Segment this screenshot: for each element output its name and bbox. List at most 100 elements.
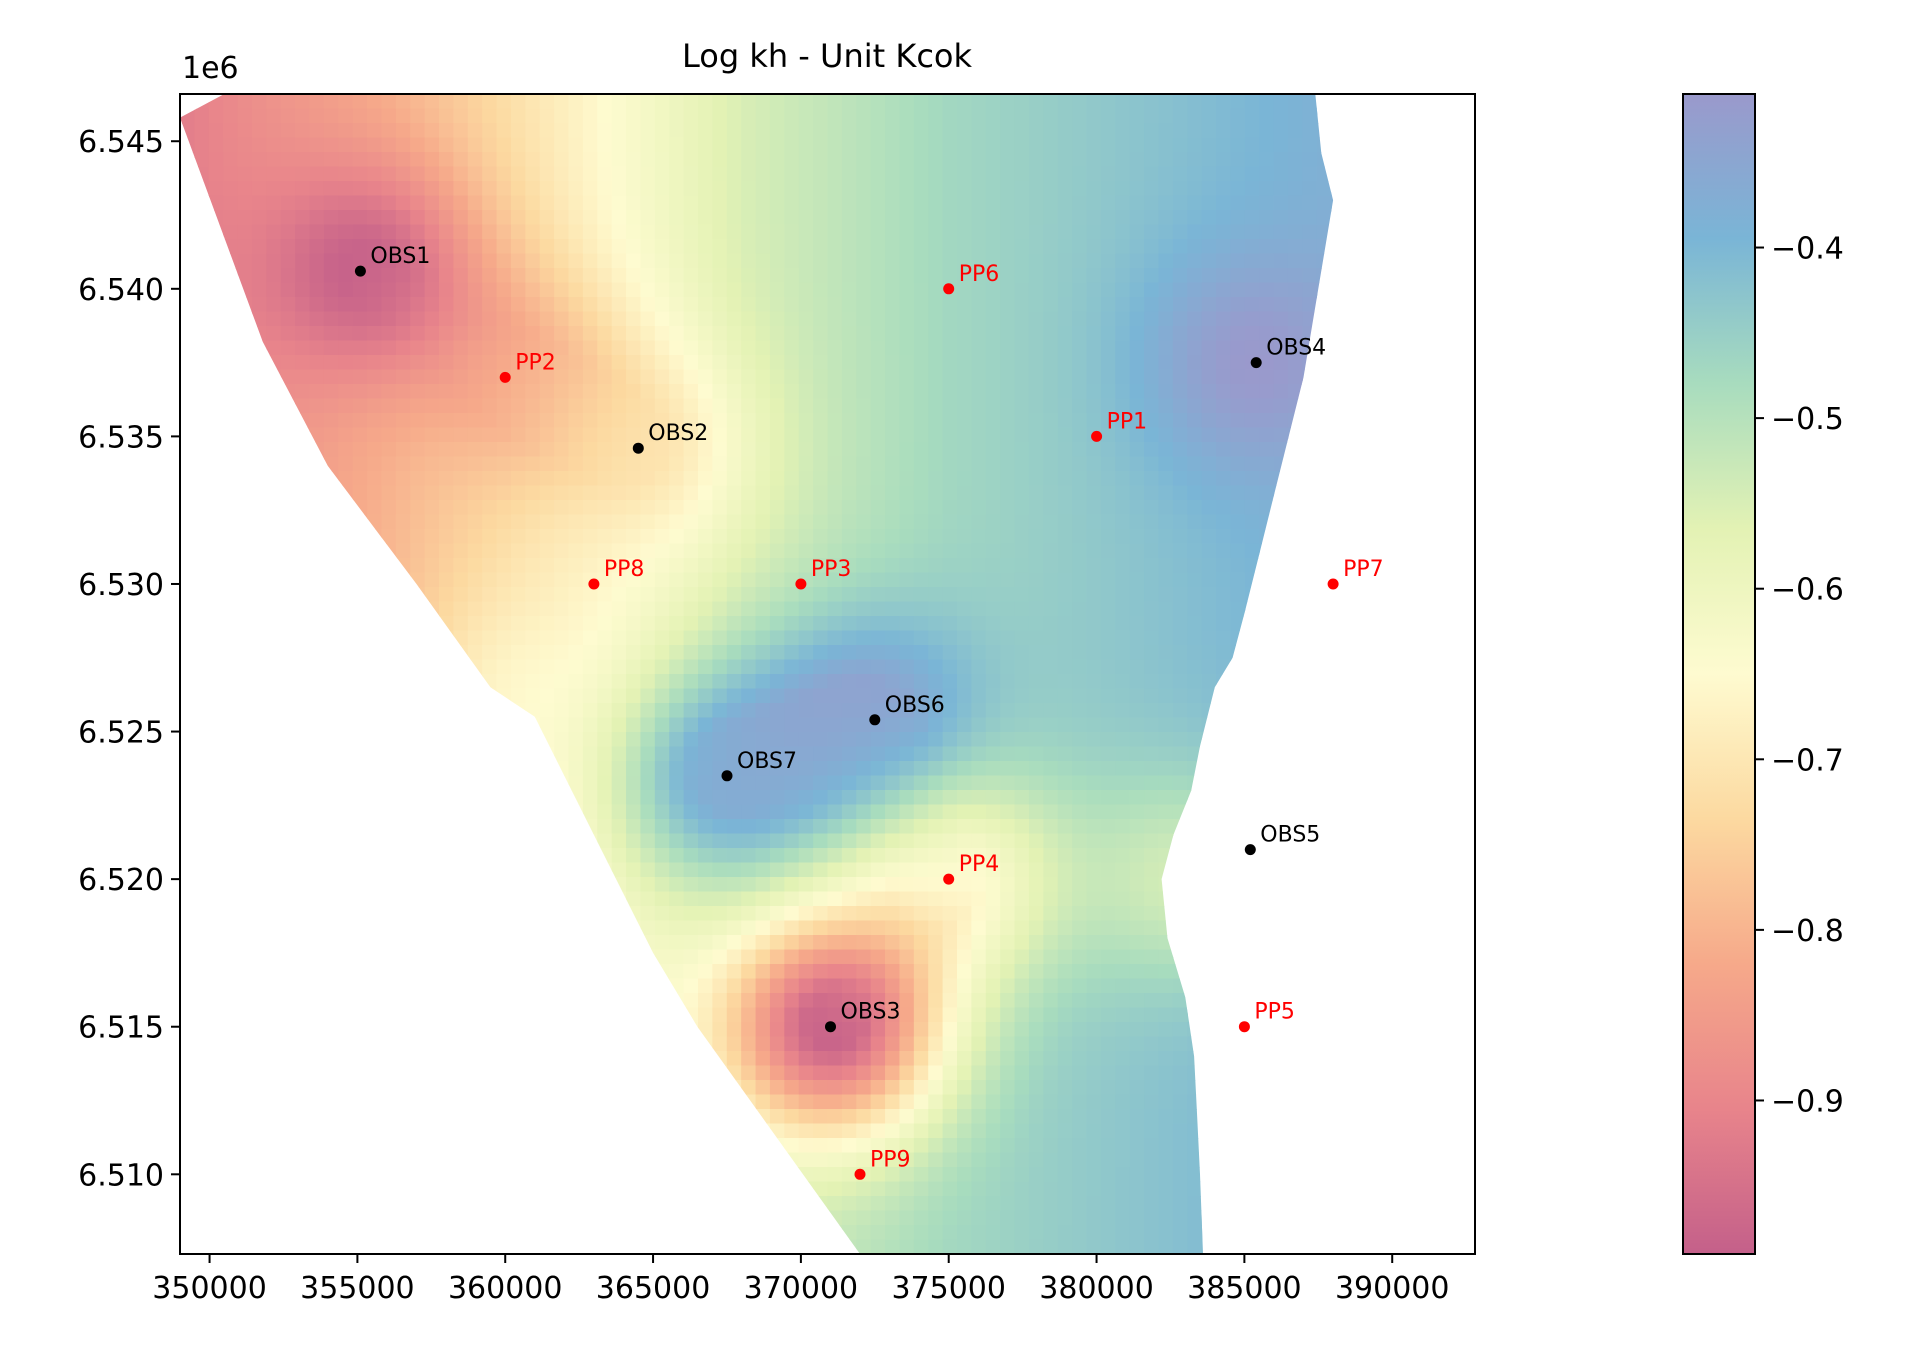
- heatmap-cell: [410, 428, 425, 443]
- heatmap-cell: [1417, 790, 1432, 805]
- heatmap-cell: [971, 239, 986, 254]
- heatmap-cell: [1130, 442, 1145, 457]
- heatmap-cell: [425, 399, 440, 414]
- heatmap-cell: [439, 442, 454, 457]
- heatmap-cell: [899, 196, 914, 211]
- heatmap-cell: [1389, 500, 1404, 515]
- heatmap-cell: [1158, 631, 1173, 646]
- heatmap-cell: [540, 834, 555, 849]
- heatmap-cell: [828, 500, 843, 515]
- heatmap-cell: [1000, 486, 1015, 501]
- heatmap-cell: [899, 210, 914, 225]
- heatmap-cell: [209, 355, 224, 370]
- heatmap-cell: [381, 863, 396, 878]
- heatmap-cell: [1259, 863, 1274, 878]
- heatmap-cell: [871, 138, 886, 153]
- heatmap-cell: [252, 138, 267, 153]
- heatmap-cell: [1115, 254, 1130, 269]
- heatmap-cell: [439, 457, 454, 472]
- heatmap-cell: [727, 326, 742, 341]
- heatmap-cell: [1202, 863, 1217, 878]
- heatmap-cell: [569, 239, 584, 254]
- heatmap-cell: [1158, 109, 1173, 124]
- heatmap-cell: [597, 384, 612, 399]
- heatmap-cell: [698, 689, 713, 704]
- heatmap-cell: [899, 239, 914, 254]
- heatmap-cell: [468, 645, 483, 660]
- heatmap-cell: [899, 225, 914, 240]
- heatmap-cell: [899, 341, 914, 356]
- heatmap-cell: [511, 529, 526, 544]
- heatmap-cell: [871, 210, 886, 225]
- heatmap-cell: [223, 326, 238, 341]
- heatmap-cell: [540, 645, 555, 660]
- heatmap-cell: [986, 529, 1001, 544]
- heatmap-cell: [986, 167, 1001, 182]
- heatmap-cell: [252, 819, 267, 834]
- heatmap-cell: [1446, 805, 1461, 820]
- heatmap-cell: [828, 877, 843, 892]
- heatmap-cell: [468, 326, 483, 341]
- heatmap-cell: [569, 138, 584, 153]
- heatmap-cell: [684, 631, 699, 646]
- heatmap-cell: [583, 399, 598, 414]
- heatmap-cell: [396, 689, 411, 704]
- heatmap-cell: [986, 515, 1001, 530]
- heatmap-cell: [180, 500, 195, 515]
- heatmap-cell: [1216, 587, 1231, 602]
- heatmap-cell: [1461, 805, 1476, 820]
- heatmap-cell: [223, 94, 238, 109]
- heatmap-cell: [597, 674, 612, 689]
- heatmap-cell: [1317, 616, 1332, 631]
- heatmap-cell: [1403, 210, 1418, 225]
- heatmap-cell: [583, 413, 598, 428]
- heatmap-cell: [497, 790, 512, 805]
- heatmap-cell: [497, 312, 512, 327]
- heatmap-cell: [252, 109, 267, 124]
- heatmap-cell: [1360, 834, 1375, 849]
- heatmap-cell: [1130, 689, 1145, 704]
- heatmap-cell: [684, 457, 699, 472]
- heatmap-cell: [943, 761, 958, 776]
- heatmap-cell: [899, 138, 914, 153]
- heatmap-cell: [425, 312, 440, 327]
- heatmap-cell: [281, 326, 296, 341]
- heatmap-cell: [1130, 341, 1145, 356]
- heatmap-cell: [1144, 167, 1159, 182]
- heatmap-cell: [799, 848, 814, 863]
- heatmap-cell: [554, 210, 569, 225]
- heatmap-cell: [1360, 283, 1375, 298]
- heatmap-cell: [756, 587, 771, 602]
- heatmap-cell: [770, 94, 785, 109]
- heatmap-cell: [1000, 268, 1015, 283]
- heatmap-cell: [1130, 848, 1145, 863]
- heatmap-cell: [252, 732, 267, 747]
- heatmap-cell: [957, 355, 972, 370]
- heatmap-cell: [842, 94, 857, 109]
- heatmap-cell: [554, 660, 569, 675]
- heatmap-cell: [238, 384, 253, 399]
- heatmap-cell: [353, 181, 368, 196]
- heatmap-cell: [1101, 819, 1116, 834]
- heatmap-cell: [1230, 863, 1245, 878]
- heatmap-cell: [1058, 848, 1073, 863]
- heatmap-cell: [583, 312, 598, 327]
- heatmap-cell: [1432, 660, 1447, 675]
- heatmap-cell: [540, 805, 555, 820]
- heatmap-cell: [1461, 471, 1476, 486]
- heatmap-cell: [266, 645, 281, 660]
- heatmap-cell: [1403, 718, 1418, 733]
- heatmap-cell: [367, 355, 382, 370]
- heatmap-cell: [943, 341, 958, 356]
- heatmap-cell: [1058, 428, 1073, 443]
- heatmap-cell: [1173, 384, 1188, 399]
- heatmap-cell: [1389, 761, 1404, 776]
- heatmap-cell: [1461, 631, 1476, 646]
- heatmap-cell: [468, 123, 483, 138]
- heatmap-cell: [1000, 167, 1015, 182]
- heatmap-cell: [209, 892, 224, 907]
- heatmap-cell: [367, 631, 382, 646]
- heatmap-cell: [381, 776, 396, 791]
- heatmap-cell: [1432, 196, 1447, 211]
- heatmap-cell: [1029, 268, 1044, 283]
